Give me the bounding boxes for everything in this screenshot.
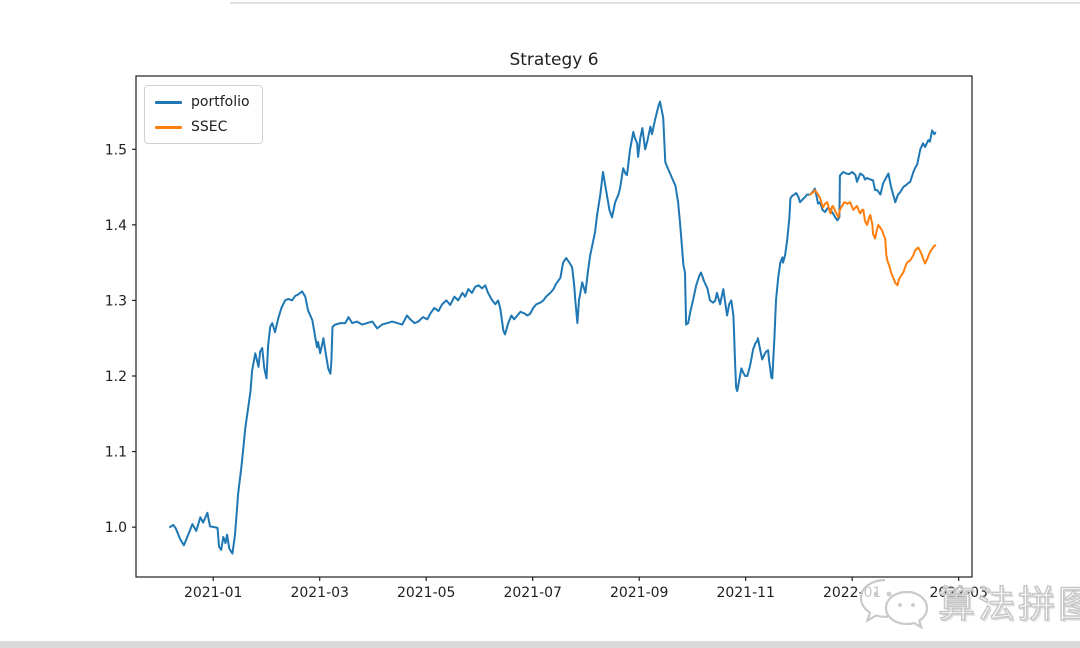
- x-tick-label: 2021-11: [716, 585, 775, 601]
- y-tick-label: 1.3: [105, 293, 127, 309]
- x-tick-label: 2022-01: [823, 585, 882, 601]
- x-tick-label: 2021-05: [397, 585, 456, 601]
- x-tick-label: 2021-03: [290, 585, 349, 601]
- portfolio-line-swatch: [155, 100, 182, 104]
- y-tick-label: 1.5: [105, 142, 127, 158]
- x-tick-label: 2021-09: [610, 585, 669, 601]
- legend-label-ssec: SSEC: [191, 119, 228, 135]
- y-tick-label: 1.2: [105, 369, 127, 385]
- y-tick-label: 1.4: [105, 218, 127, 234]
- bottom-border-bar: [0, 641, 1080, 648]
- legend-item-portfolio: portfolio: [155, 93, 250, 111]
- x-tick-label: 2022-03: [929, 585, 988, 601]
- x-tick-label: 2021-07: [503, 585, 562, 601]
- ssec-line: [809, 189, 937, 287]
- y-tick-label: 1.1: [105, 445, 127, 461]
- legend: portfolio SSEC: [144, 85, 263, 144]
- ssec-line-swatch: [155, 125, 182, 129]
- chart-title: Strategy 6: [509, 50, 599, 70]
- legend-item-ssec: SSEC: [155, 118, 250, 136]
- x-tick-label: 2021-01: [184, 585, 243, 601]
- y-tick-label: 1.0: [105, 520, 127, 536]
- top-border-line: [230, 2, 1080, 4]
- legend-label-portfolio: portfolio: [191, 94, 250, 110]
- axes-spines: [135, 75, 973, 578]
- portfolio-line: [169, 100, 937, 555]
